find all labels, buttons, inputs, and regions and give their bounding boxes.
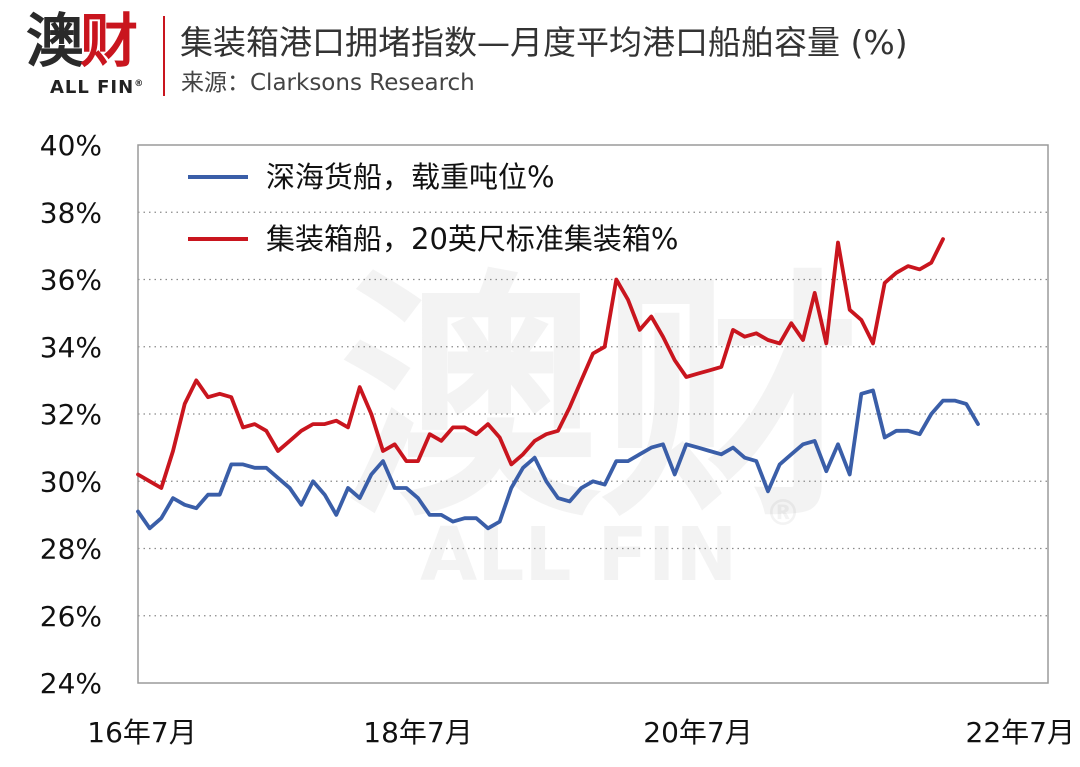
legend-label: 集装箱船，20英尺标准集装箱%	[266, 222, 678, 256]
logo-english: ALL FIN®	[50, 77, 145, 98]
x-axis-ticks: 16年7月 18年7月 20年7月 22年7月	[87, 716, 1075, 749]
x-tick-label: 18年7月	[363, 716, 472, 749]
y-tick-label: 24%	[40, 667, 102, 700]
series-line-container-ship	[136, 237, 945, 490]
logo-char-1: 澳	[26, 7, 84, 75]
logo-char-2: 财	[80, 7, 138, 75]
header: 澳财 ALL FIN® 集装箱港口拥堵指数—月度平均港口船舶容量 (%) 来源：…	[0, 0, 1080, 110]
y-tick-label: 28%	[40, 533, 102, 566]
chart-title: 集装箱港口拥堵指数—月度平均港口船舶容量 (%)	[180, 23, 908, 62]
legend-label: 深海货船，载重吨位%	[266, 160, 555, 194]
plot-area-frame	[137, 144, 1049, 684]
y-tick-label: 40%	[40, 129, 102, 162]
watermark-chinese: 澳财	[340, 250, 860, 552]
legend: 深海货船，载重吨位% 集装箱船，20英尺标准集装箱%	[188, 160, 678, 256]
series-lines	[136, 237, 980, 531]
series-line-bulk-carrier	[136, 388, 980, 531]
y-axis-ticks: 24% 26% 28% 30% 32% 34% 36% 38% 40%	[40, 129, 102, 700]
y-tick-label: 30%	[40, 465, 102, 498]
chart-source: 来源：Clarksons Research	[181, 70, 475, 96]
watermark-english: ALL FIN	[420, 512, 737, 598]
y-tick-label: 34%	[40, 331, 102, 364]
y-tick-label: 36%	[40, 264, 102, 297]
x-tick-label: 22年7月	[966, 716, 1075, 749]
registered-mark: ®	[134, 79, 145, 89]
y-tick-label: 32%	[40, 398, 102, 431]
x-tick-label: 20年7月	[643, 716, 752, 749]
watermark: 澳财 ALL FIN ®	[340, 250, 860, 598]
x-tick-label: 16年7月	[87, 716, 196, 749]
logo-divider	[163, 16, 165, 96]
logo-chinese: 澳财	[26, 6, 138, 76]
y-tick-label: 26%	[40, 600, 102, 633]
watermark-registered: ®	[765, 493, 801, 534]
y-tick-label: 38%	[40, 196, 102, 229]
